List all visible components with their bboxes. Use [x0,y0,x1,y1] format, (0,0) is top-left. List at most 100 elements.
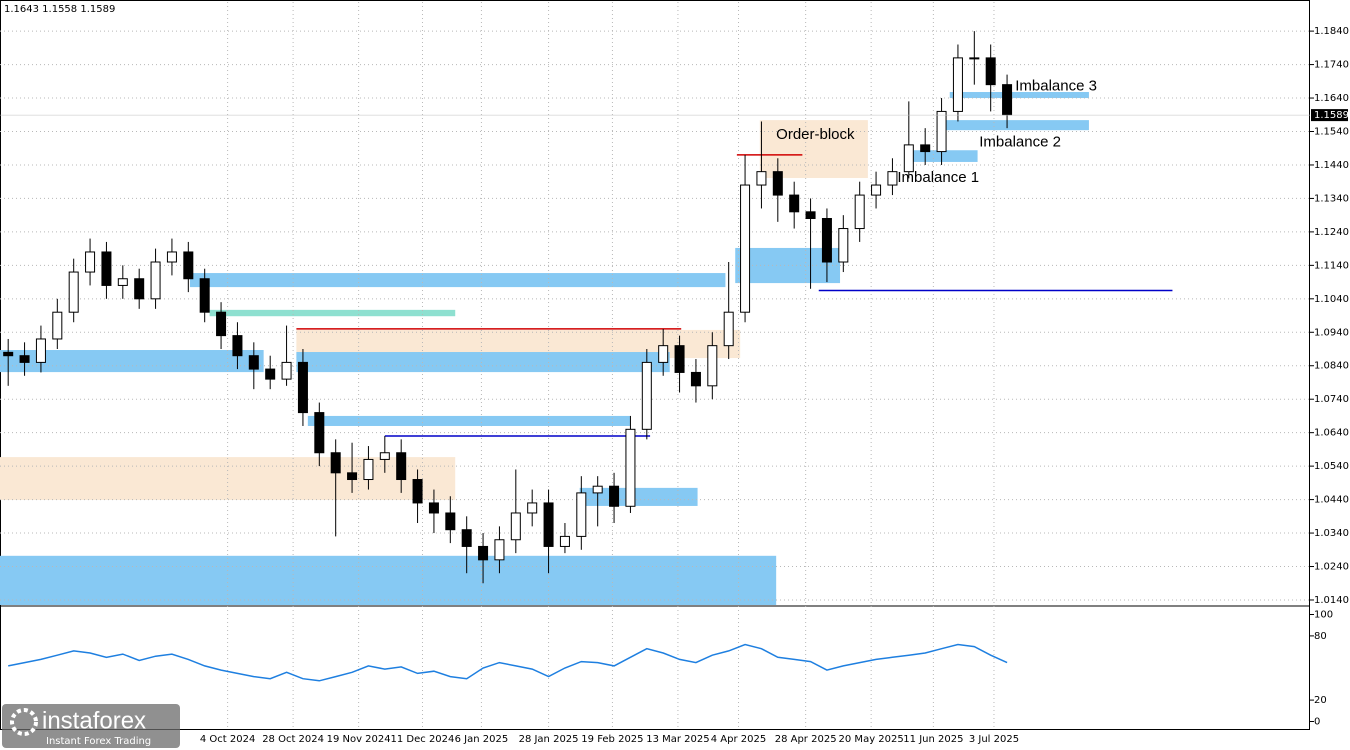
candle-body [985,57,996,86]
y-tick-label: 1.1040 [1314,294,1349,305]
logo-icon [10,708,38,736]
logo-text: instaforex [42,707,146,734]
logo: instaforex Instant Forex Trading [2,704,180,748]
y-tick-label: 1.1540 [1314,127,1349,138]
candle-body [723,311,734,347]
candle-body [281,361,292,380]
candle-body [248,355,259,370]
x-tick-label: 4 Apr 2025 [711,734,766,745]
candle-body [903,144,914,173]
y-tick-label: 1.1240 [1314,227,1349,238]
candle-body [625,428,636,507]
candle-body [969,57,980,60]
candle-body [347,472,358,481]
candle-body [740,184,751,313]
y-tick-label: 1.0940 [1314,327,1349,338]
x-tick-label: 11 Dec 2024 [391,734,455,745]
candle-body [445,512,456,531]
y-tick-label: 1.0840 [1314,361,1349,372]
annotation: Order-block [776,126,855,143]
y-tick-label: 0 [1314,717,1320,728]
zone [209,309,456,317]
candle-body [428,502,439,514]
candle-body [821,218,832,263]
candle-body [216,311,227,337]
candle-body [690,371,701,387]
candle-body [527,502,538,514]
x-tick-label: 28 Oct 2024 [262,734,324,745]
x-tick-label: 13 Mar 2025 [646,734,709,745]
y-tick-label: 1.0540 [1314,461,1349,472]
candle-body [183,251,194,280]
logo-bg [2,704,180,748]
candle-body [68,271,79,313]
y-tick-label: 20 [1314,695,1327,706]
candle-body [150,261,161,300]
x-tick-label: 20 May 2025 [839,734,904,745]
candle-body [592,485,603,494]
y-tick-label: 1.1740 [1314,60,1349,71]
candle-body [199,278,210,313]
y-tick-label: 1.0140 [1314,595,1349,606]
candle-body [85,251,96,273]
x-tick-label: 6 Jan 2025 [455,734,509,745]
candle-body [166,251,177,263]
zone [0,555,777,605]
candle-body [461,529,472,547]
candle-body [609,485,620,507]
y-tick-label: 1.1140 [1314,260,1349,271]
candle-body [101,251,112,286]
candle-body [117,278,128,286]
candle-body [658,345,669,363]
candle-body [707,345,718,387]
y-tick-label: 1.1840 [1314,26,1349,37]
x-tick-label: 28 Jan 2025 [519,734,579,745]
zone [0,350,264,373]
candle-body [379,452,390,460]
zone [189,273,726,288]
x-tick-label: 11 Jun 2025 [903,734,963,745]
candle-body [805,211,816,220]
candle-body [559,535,570,547]
candle-body [330,452,341,474]
candle-body [297,361,308,414]
zone [949,92,1089,99]
annotation: Imbalance 1 [897,169,979,186]
y-tick-label: 1.1340 [1314,193,1349,204]
candle-body [265,368,276,380]
candle-body [494,539,505,561]
x-tick-label: 28 Apr 2025 [775,734,837,745]
x-tick-label: 19 Nov 2024 [327,734,391,745]
candle-body [396,452,407,481]
candle-body [756,171,767,186]
candle-body [19,355,30,363]
candle-body [1002,84,1013,116]
candle-body [232,335,243,357]
candle-body [838,228,849,263]
candle-body [510,512,521,541]
y-tick-label: 1.0740 [1314,394,1349,405]
x-tick-label: 3 Jul 2025 [969,734,1019,745]
candle-body [576,492,587,537]
last-price-box [1311,109,1348,122]
candle-body [789,194,800,213]
x-tick-label: 19 Feb 2025 [581,734,643,745]
candle-body [936,110,947,153]
candle-body [363,458,374,481]
candle-body [887,171,898,186]
candle-body [314,412,325,454]
last-price-label: 1.1589 [1314,110,1349,121]
y-tick-label: 1.0440 [1314,495,1349,506]
candle-body [674,345,685,373]
ohlc-header: 1.1643 1.1558 1.1589 [4,4,115,15]
candle-body [543,502,554,547]
candle-body [3,351,14,357]
x-tick-label: 4 Oct 2024 [200,734,255,745]
zone [939,120,1089,131]
candle-body [772,171,783,196]
y-tick-label: 100 [1314,609,1333,620]
candle-body [412,479,423,504]
candle-body [35,338,46,363]
candle-body [854,194,865,230]
